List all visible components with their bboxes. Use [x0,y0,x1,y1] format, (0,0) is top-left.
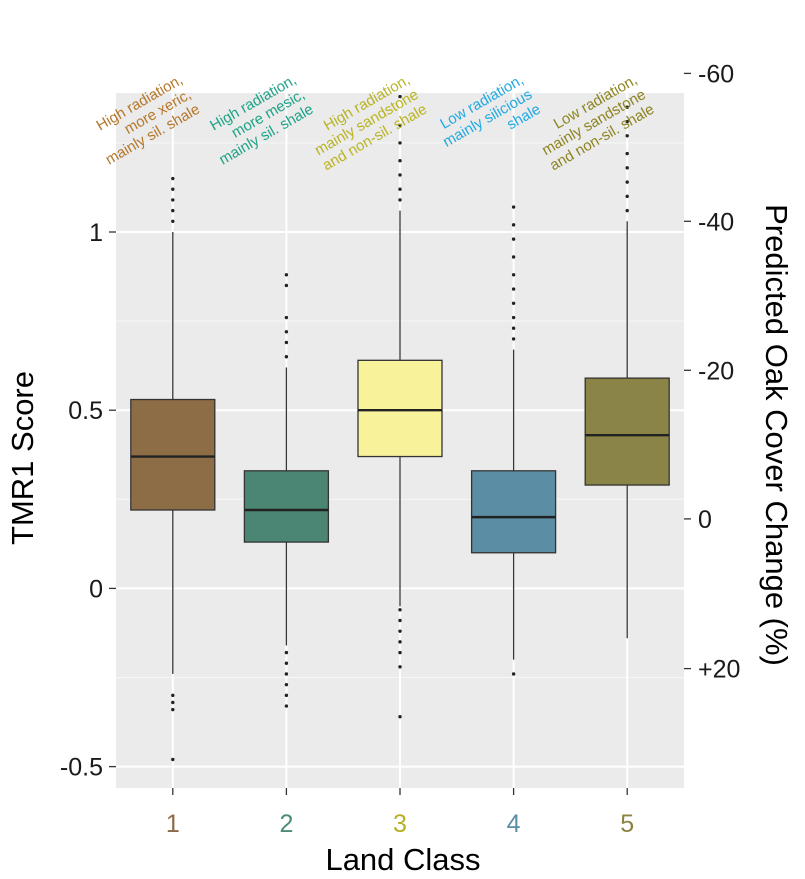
outlier-point [284,315,289,320]
outlier-point [284,283,289,288]
outlier-point [398,629,402,633]
box-iqr [243,470,330,543]
box-series [130,94,670,762]
outlier-point [284,273,289,277]
box-iqr [584,377,670,486]
box-iqr [470,470,557,554]
outlier-point [398,123,402,127]
box-class-1 [130,176,216,762]
outlier-point [511,237,516,241]
right-tick-label: -40 [698,208,734,236]
outlier-point [625,194,629,199]
outlier-point [284,650,289,655]
outlier-point [511,223,516,227]
outlier-point [511,273,516,277]
y-tick-label: -0.5 [60,754,103,782]
outlier-point [511,337,516,341]
outlier-point [625,105,629,109]
x-axis: 1 2 3 4 5 [166,788,634,838]
outlier-point [171,176,175,181]
outlier-point [398,141,402,145]
box-class-3 [357,94,443,719]
outlier-point [171,198,175,202]
outlier-point [625,180,629,184]
right-axis-title: Predicted Oak Cover Change (%) [759,204,794,666]
outlier-point [284,704,289,708]
outlier-point [398,198,402,202]
outlier-point [625,134,629,138]
outlier-point [625,119,629,124]
outlier-point [511,315,516,320]
outlier-point [171,707,175,712]
left-axis: -0.5 0 0.5 1 [60,219,116,782]
outlier-point [171,187,175,191]
outlier-point [398,187,402,191]
outlier-point [171,757,175,762]
y-tick-label: 0.5 [68,397,103,425]
outlier-point [171,693,175,698]
box-class-4 [470,205,557,676]
outlier-point [511,301,516,305]
x-tick-label: 3 [393,810,407,838]
outlier-point [398,159,402,163]
outlier-point [625,166,629,170]
outlier-point [511,287,516,291]
y-axis-title: TMR1 Score [5,371,40,545]
outlier-point [284,340,289,345]
outlier-point [398,608,402,612]
outlier-point [511,672,516,676]
outlier-point [284,693,289,698]
outlier-point [398,650,402,655]
outlier-point [625,151,629,156]
outlier-point [511,255,516,259]
outlier-point [398,173,402,177]
outlier-point [625,208,629,213]
right-axis: +20 0 -20 -40 -60 [684,60,740,684]
outlier-point [171,700,175,705]
outlier-point [284,672,289,676]
y-tick-label: 0 [89,575,103,603]
x-tick-label: 1 [166,810,180,838]
right-tick-label: 0 [698,506,712,534]
outlier-point [398,665,402,669]
x-tick-label: 5 [620,810,634,838]
right-tick-label: -20 [698,357,734,385]
outlier-point [284,355,289,359]
x-tick-label: 2 [279,810,293,838]
x-axis-title: Land Class [325,842,480,877]
box-class-5 [584,105,670,639]
outlier-point [171,219,175,224]
outlier-point [284,682,289,687]
outlier-point [284,661,289,665]
y-tick-label: 1 [89,219,103,247]
right-tick-label: +20 [698,656,740,684]
outlier-point [171,208,175,213]
outlier-point [511,205,516,209]
right-tick-label: -60 [698,60,734,88]
outlier-point [398,618,402,623]
outlier-point [284,330,289,334]
box-class-2 [243,273,330,708]
outlier-point [398,94,402,99]
box-iqr [357,359,443,458]
outlier-point [398,640,402,644]
box-iqr [130,398,216,511]
outlier-point [511,326,516,330]
outlier-point [398,715,402,719]
x-tick-label: 4 [507,810,521,838]
